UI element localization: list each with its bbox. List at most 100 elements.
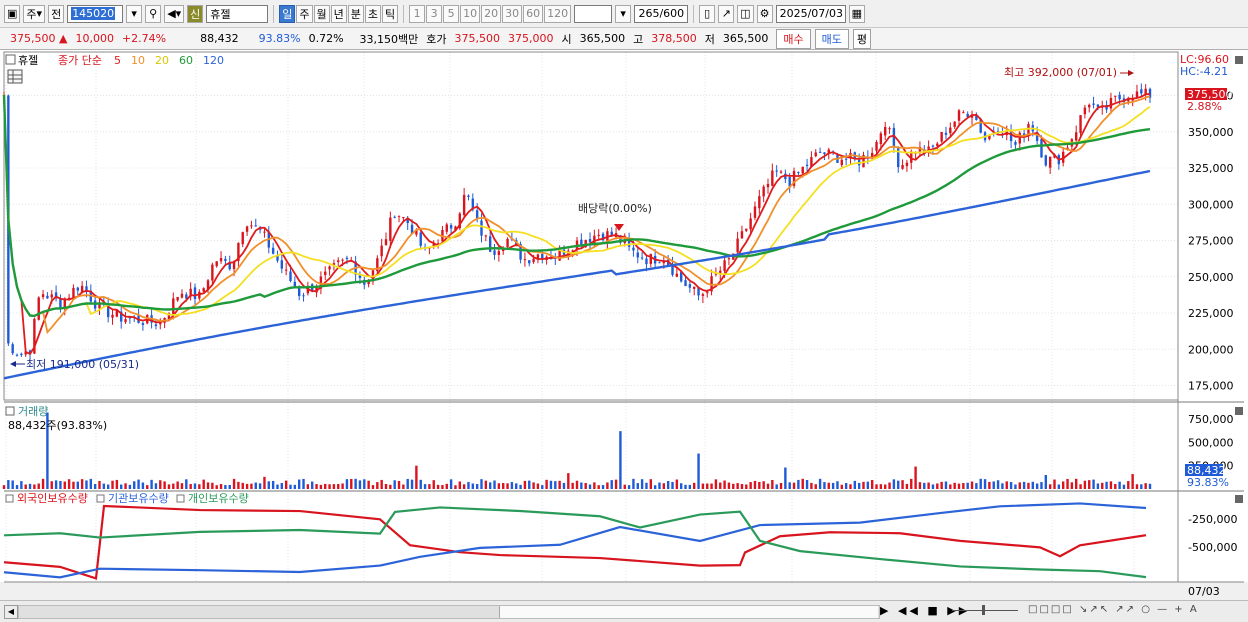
volume-bar [115,479,119,489]
tool-icons[interactable]: □□□□ ↘↗↖ ↗↗ ○ — + A [1028,604,1199,615]
ma-legend: 5 10 20 60 120 [114,54,224,67]
volume-bar [914,466,917,489]
interval-tab[interactable]: 10 [460,4,481,23]
period-tab[interactable]: 초 [364,4,382,23]
volume-bar [271,480,275,489]
chart-type-select[interactable]: 주 ▾ [23,4,46,23]
candle-body [1096,104,1100,107]
volume-bar [28,483,32,489]
interval-dropdown-icon[interactable]: ▾ [615,4,632,23]
scrollbar-track[interactable] [18,605,880,619]
volume-bar [931,484,935,489]
volume-bar [319,484,323,489]
last-price-pct: 2.88% [1187,100,1222,113]
ma-legend-item: 20 [155,54,169,67]
candle-body [419,232,422,246]
candle-body [415,230,418,235]
layout-icon[interactable]: ▣ [4,4,21,23]
volume-bar [384,483,388,489]
holding-close-icon[interactable] [1235,495,1243,503]
interval-tab[interactable]: 120 [544,4,572,23]
volume-bar [1131,474,1134,489]
candle-icon[interactable]: ▯ [699,4,716,23]
period-tab[interactable]: 일 [279,4,296,23]
candle-body [714,273,718,275]
zoom-slider[interactable] [952,610,1018,611]
period-tab[interactable]: 주 [296,4,313,23]
candle-body [944,132,948,135]
volume-bar [623,484,626,489]
calendar-icon[interactable]: ▦ [848,4,865,23]
volume-bar [393,480,396,489]
candle-body [250,225,253,227]
volume-bar [163,481,166,489]
candle-body [949,127,952,134]
draw-tool-icon[interactable]: ↗ [718,4,735,23]
volume-toggle-icon[interactable] [5,406,15,416]
eval-button[interactable]: 평 [852,28,872,49]
candle-body [758,196,761,209]
candle-body [185,294,188,299]
speaker-icon[interactable]: ◀▾ [164,4,185,23]
interval-tab[interactable]: 5 [443,4,460,23]
candle-body [966,113,969,117]
candle-body [601,233,605,241]
stock-name-field[interactable]: 휴젤 [206,4,269,23]
candle-body [940,131,943,142]
candle-body [502,248,505,252]
volume-bar [606,482,609,489]
volume-bar [128,484,132,489]
candle-body [232,261,236,270]
scrollbar-thumb[interactable] [499,606,878,618]
count-value: 265 [638,7,660,20]
scroll-controls[interactable]: ▶ ◀◀ ■ ▶▶ [880,604,971,617]
volume-bar [927,482,930,489]
volume-bar [949,484,952,489]
period-tab[interactable]: 분 [347,4,364,23]
candle-body [593,235,596,244]
prev-button[interactable]: 전 [48,4,65,23]
volume-bar [1096,483,1100,489]
volume-bar [254,482,257,489]
volume-bar [523,480,527,489]
volume-bar [306,484,310,489]
moving-average-series [2,93,1151,380]
interval-tab[interactable]: 60 [523,4,544,23]
search-icon[interactable]: ⚲ [145,4,162,23]
zoom-slider-handle[interactable] [982,605,985,615]
volume-bar [441,485,444,489]
panel-close-icon[interactable] [1235,56,1243,64]
interval-tab[interactable]: 3 [426,4,443,23]
volume-bar [857,482,861,489]
candle-body [632,247,635,251]
candle-body [784,173,787,180]
candle-body [54,292,58,299]
sell-button[interactable]: 매도 [814,28,849,49]
stock-code-input[interactable]: 145020 [67,4,124,23]
buy-button[interactable]: 매수 [776,28,811,49]
period-tab[interactable]: 월 [313,4,330,23]
table-icon[interactable] [7,69,23,84]
stock-chart[interactable]: 375,000350,000325,000300,000275,000250,0… [0,50,1248,600]
period-tab[interactable]: 년 [330,4,347,23]
date-field[interactable]: 2025/07/03 [775,4,846,23]
panel-toggle-icon[interactable] [5,54,16,65]
gear-icon[interactable]: ⚙ [756,4,773,23]
legend-ma-label: 종가 단순 [58,54,102,67]
save-icon[interactable]: ◫ [737,4,754,23]
count-field[interactable]: 265/600 [634,4,689,23]
candle-body [297,287,301,297]
candle-body [814,152,817,157]
interval-tab[interactable]: 20 [481,4,502,23]
period-tab[interactable]: 틱 [382,4,399,23]
interval-input[interactable] [574,4,613,23]
volume-close-icon[interactable] [1235,407,1243,415]
volume-bar [970,481,974,489]
interval-tab[interactable]: 30 [502,4,523,23]
interval-tab[interactable]: 1 [409,4,426,23]
candle-body [844,158,848,160]
volume-bar [923,482,926,489]
candle-body [293,281,297,288]
code-dropdown-icon[interactable]: ▾ [126,4,143,23]
scroll-left-icon[interactable]: ◀ [4,605,18,619]
